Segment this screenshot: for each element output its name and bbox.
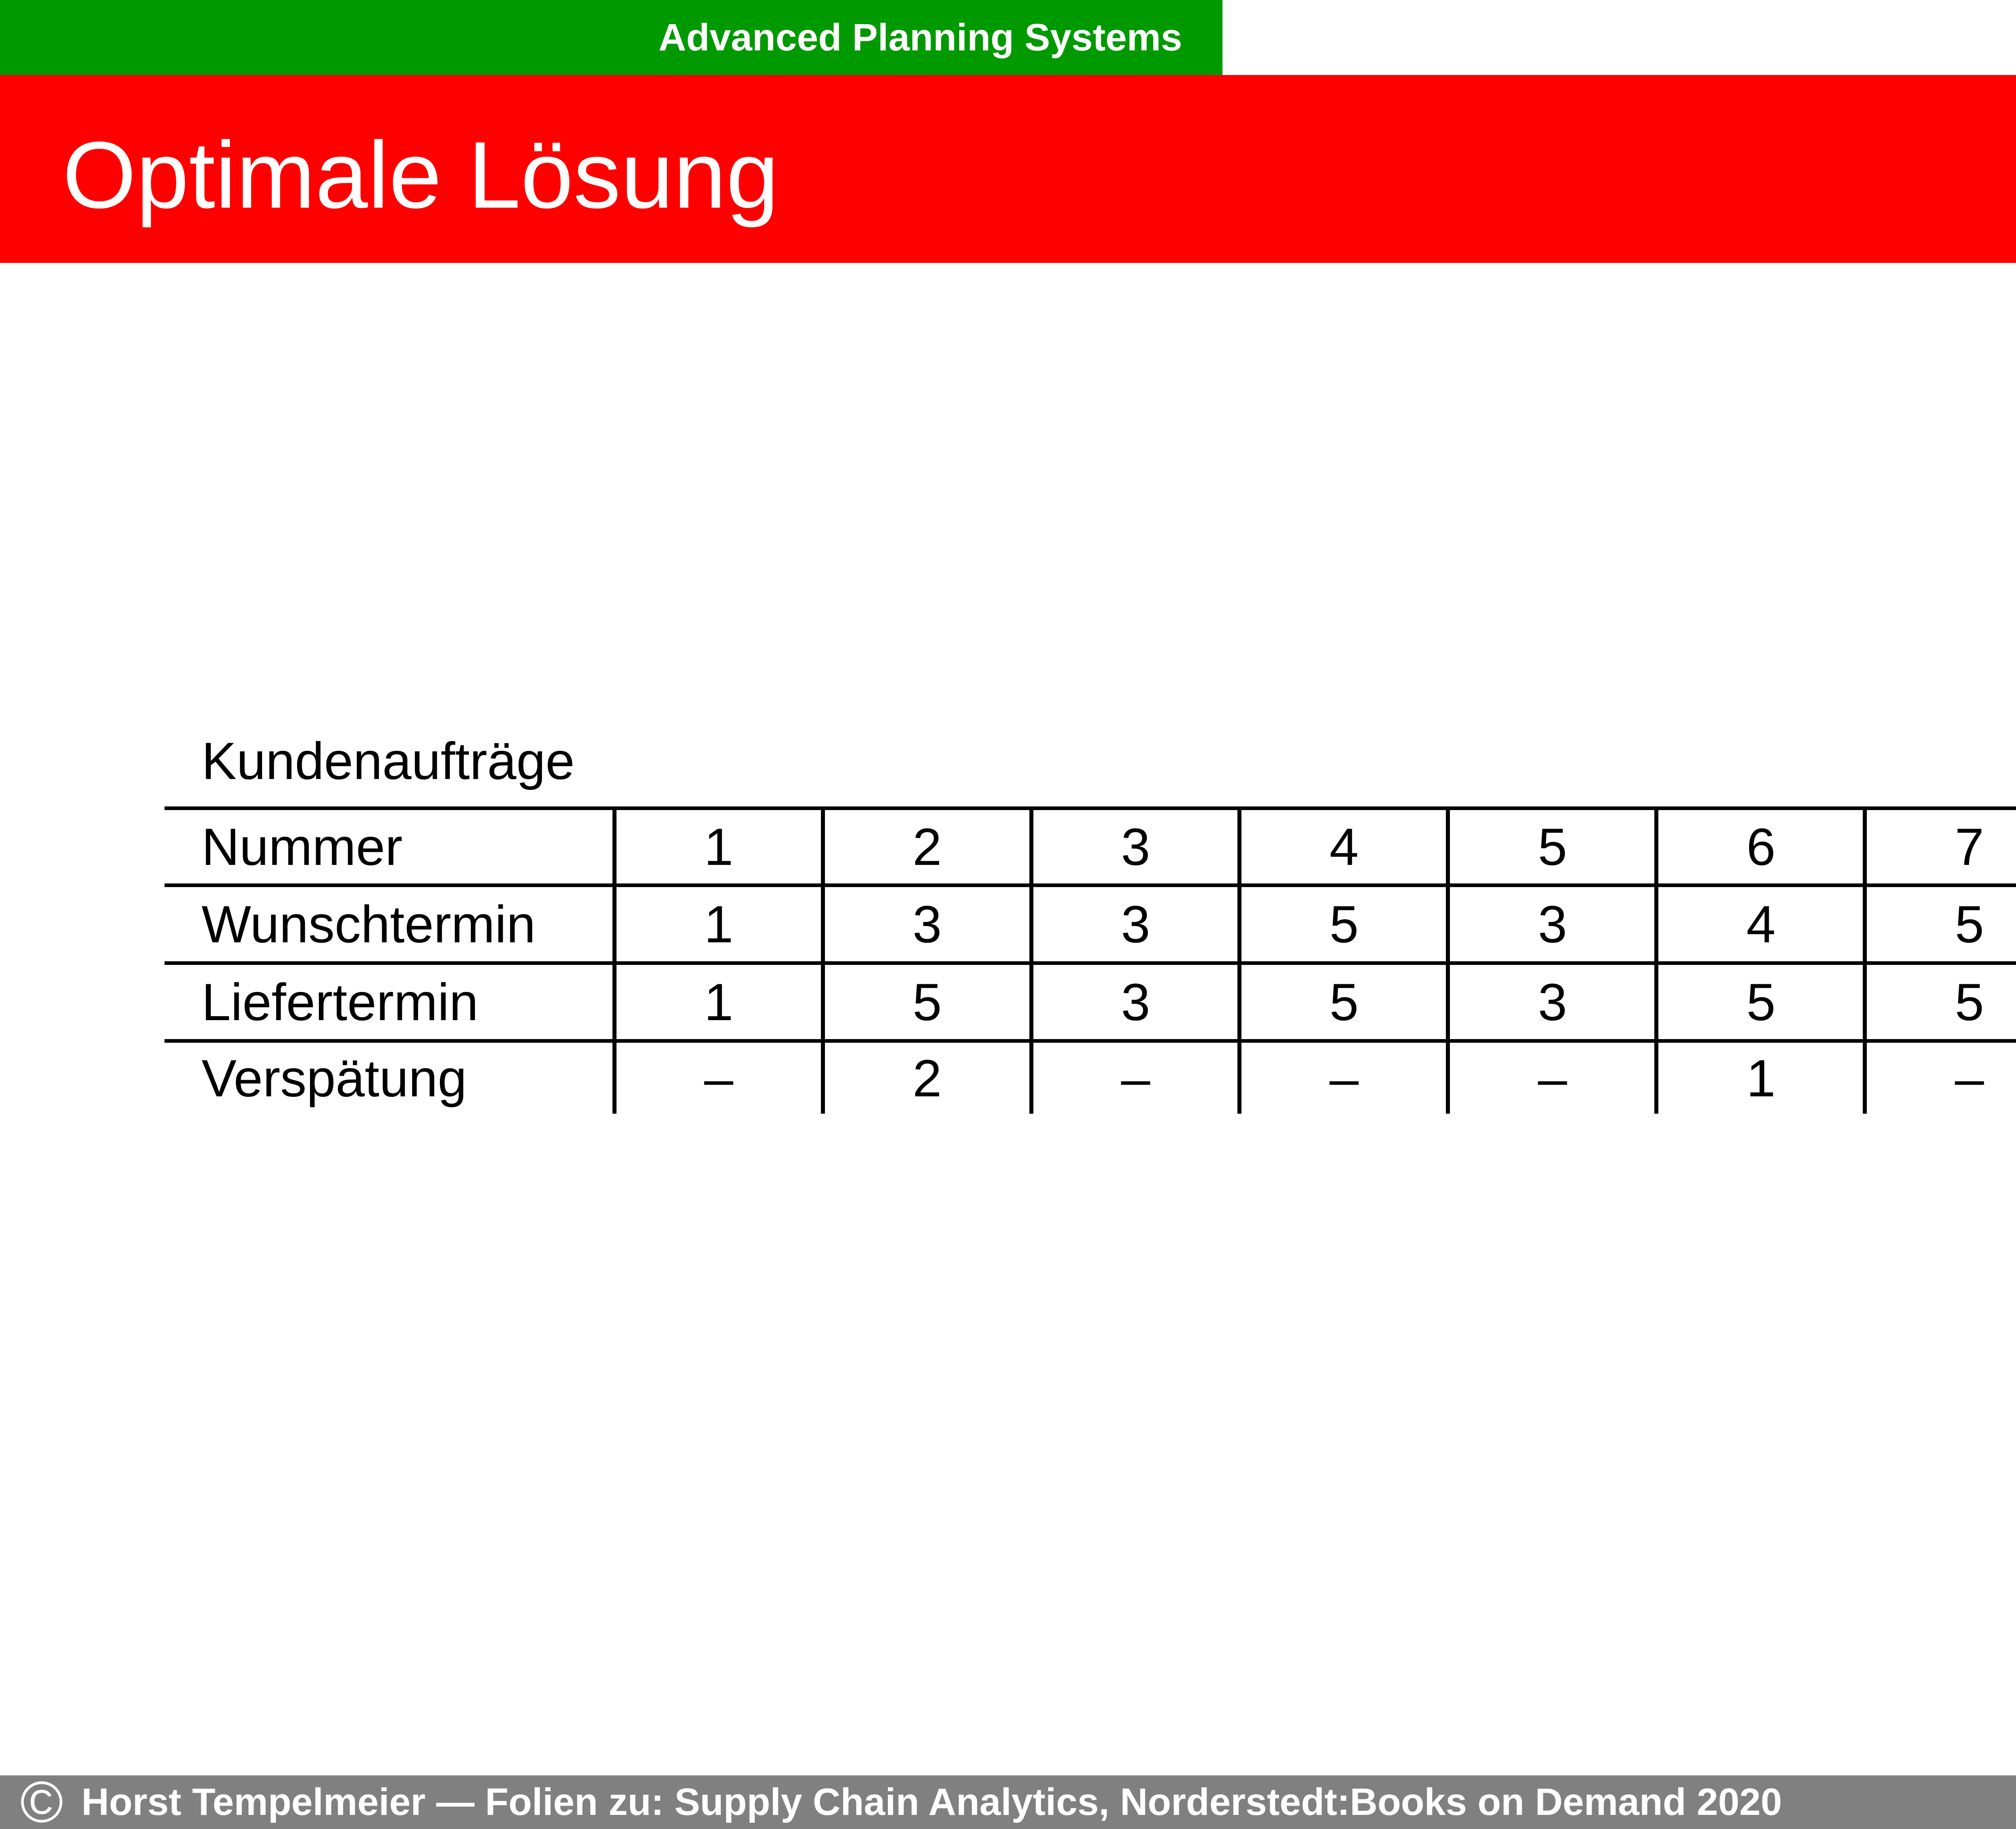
copyright-icon: © — [20, 1769, 63, 1829]
table-rule — [165, 1039, 2016, 1043]
table-row-nummer: Nummer 1 2 3 4 5 6 7 8 — [165, 810, 2016, 883]
table-rule — [165, 961, 2016, 965]
footer-text: Horst Tempelmeier — Folien zu: Supply Ch… — [81, 1781, 1782, 1823]
table-cell: – — [1955, 1049, 1984, 1108]
course-title-band: Advanced Planning Systems — [0, 0, 1223, 75]
table-cell: 5 — [1955, 895, 1984, 954]
table-column-divider — [1654, 806, 1658, 1114]
table-cell: 3 — [1538, 973, 1567, 1031]
table-column-divider — [612, 806, 616, 1114]
table-cell: 3 — [1121, 895, 1150, 954]
table-cell: – — [1329, 1049, 1359, 1108]
table-cell: 3 — [1538, 895, 1567, 954]
table-cell: 3 — [1121, 817, 1150, 876]
table-cell: – — [1121, 1049, 1150, 1108]
table-column-divider — [1029, 806, 1033, 1114]
course-title: Advanced Planning Systems — [658, 16, 1182, 59]
table-column-divider — [1863, 806, 1867, 1114]
table-cell: 4 — [1746, 895, 1776, 954]
table-row-liefertermin: Liefertermin 1 5 3 5 3 5 5 8 — [165, 965, 2016, 1039]
table-cell: 5 — [1538, 817, 1567, 876]
table-cell: 5 — [1955, 973, 1984, 1031]
table-column-divider — [821, 806, 825, 1114]
table-cell: 7 — [1955, 817, 1984, 876]
row-label: Nummer — [202, 817, 403, 876]
table-cell: 3 — [1121, 973, 1150, 1031]
table-row-verspaetung: Verspätung – 2 – – – 1 – – — [165, 1043, 2016, 1114]
table-cell: 5 — [1329, 973, 1359, 1031]
table-cell: 2 — [912, 817, 942, 876]
table-cell: 1 — [1746, 1049, 1776, 1108]
slide-title-band: Optimale Lösung — [0, 75, 2016, 263]
orders-table: Nummer 1 2 3 4 5 6 7 8 Wunschtermin 1 3 … — [165, 806, 2016, 1114]
row-label: Verspätung — [202, 1049, 467, 1108]
table-column-divider — [1237, 806, 1241, 1114]
row-label: Liefertermin — [202, 973, 479, 1031]
table-cell: – — [704, 1049, 733, 1108]
footer-bar: © Horst Tempelmeier — Folien zu: Supply … — [0, 1769, 2016, 1829]
table-rule — [165, 883, 2016, 887]
table-row-wunschtermin: Wunschtermin 1 3 3 5 3 4 5 8 — [165, 887, 2016, 961]
table-cell: 1 — [704, 895, 733, 954]
table-cell: 4 — [1329, 817, 1359, 876]
table-cell: 1 — [704, 817, 733, 876]
table-cell: 5 — [912, 973, 942, 1031]
table-caption: Kundenaufträge — [202, 731, 575, 790]
footer-credit: © Horst Tempelmeier — Folien zu: Supply … — [20, 1769, 1782, 1829]
table-cell: 5 — [1746, 973, 1776, 1031]
table-column-divider — [1446, 806, 1450, 1114]
table-cell: 6 — [1746, 817, 1776, 876]
table-cell: 1 — [704, 973, 733, 1031]
table-cell: 3 — [912, 895, 942, 954]
table-cell: 5 — [1329, 895, 1359, 954]
table-cell: – — [1538, 1049, 1567, 1108]
row-label: Wunschtermin — [202, 895, 536, 954]
table-rule-top — [165, 806, 2016, 810]
slide-title: Optimale Lösung — [62, 121, 779, 228]
table-cell: 2 — [912, 1049, 942, 1108]
